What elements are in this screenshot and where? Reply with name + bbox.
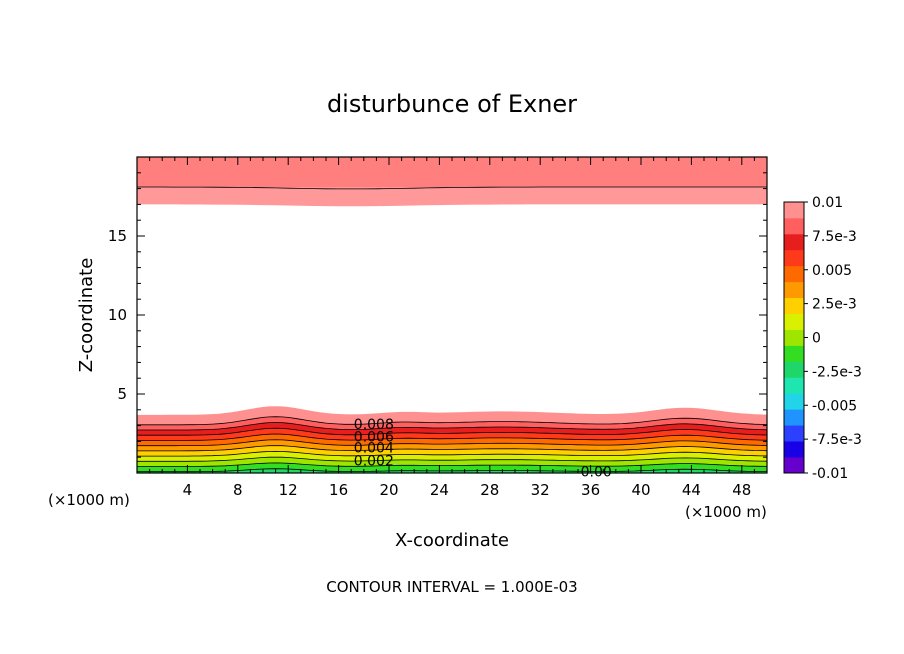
colorbar-tick-label: 0.005 [812,263,852,279]
contour-line [137,433,767,441]
colorbar-tick-label: -0.005 [812,398,857,414]
colorbar-tick-label: 0.01 [812,195,843,211]
colorbar-segment [784,441,804,458]
x-tick-label: 48 [732,481,751,499]
colorbar-tick-label: -0.01 [812,466,848,482]
y-tick-label: 5 [117,385,127,403]
colorbar-segment [784,361,804,378]
contour-label: 0.006 [354,430,394,446]
chart-title: disturbunce of Exner [327,90,577,118]
colorbar-segment [784,233,804,251]
x-tick-label: 36 [581,481,600,499]
colorbar-tick-label: -2.5e-3 [812,364,862,380]
contour-line [137,445,767,452]
contour-label: 0.008 [354,417,394,433]
colorbar: 0.01 7.5e-3 0.005 2.5e-3 0 -2.5e-3 -0.005 -7.5e… [783,195,862,482]
top-band [137,157,767,189]
x-tick-label: 20 [379,481,398,499]
colorbar-segment [784,329,804,346]
contour-line [137,450,767,457]
x-tick-label: 16 [329,481,348,499]
colorbar-segment [784,425,804,442]
contour-label: 0.004 [354,441,394,457]
contour-fields [137,157,767,473]
y-axis-title: Z-coordinate [76,258,97,373]
x-tick-label: 8 [233,481,243,499]
colorbar-tick-label: 0 [812,331,821,347]
x-axis-title: X-coordinate [395,530,509,551]
colorbar-tick-label: -7.5e-3 [812,432,862,448]
colorbar-segment [784,297,804,314]
colorbar-tick-label: 2.5e-3 [812,297,857,313]
y-tick-label: 10 [108,306,127,324]
colorbar-segment [784,457,804,474]
x-tick-label: 4 [183,481,193,499]
contour-line [137,462,767,467]
contour-line [137,186,767,190]
y-tick-label: 15 [108,227,127,245]
x-tick-label: 32 [531,481,550,499]
colorbar-segment [784,281,804,299]
contour-line [137,416,767,426]
contour-line [137,439,767,447]
colorbar-segment [784,217,804,235]
x-tick-label: 28 [480,481,499,499]
colorbar-segment [784,377,804,394]
contour-label: 0.002 [354,453,394,469]
x-tick-label: 12 [279,481,298,499]
top-band [137,187,767,207]
colorbar-segment [784,409,804,426]
colorbar-tick-label: 7.5e-3 [812,229,857,245]
x-tick-label: 24 [430,481,449,499]
contour-line [137,427,767,436]
colorbar-segment [784,202,804,219]
contour-band [137,468,767,473]
x-unit-left: (×1000 m) [48,491,130,509]
x-unit-right: (×1000 m) [685,503,767,521]
colorbar-segment [784,393,804,410]
colorbar-segment [784,265,804,283]
x-tick-label: 44 [682,481,701,499]
x-tick-label: 40 [631,481,650,499]
contour-line [137,456,767,462]
contour-line [137,422,767,431]
colorbar-segment [784,345,804,362]
contour-interval-note: CONTOUR INTERVAL = 1.000E-03 [326,578,577,596]
colorbar-segment [784,249,804,267]
colorbar-segment [784,313,804,330]
